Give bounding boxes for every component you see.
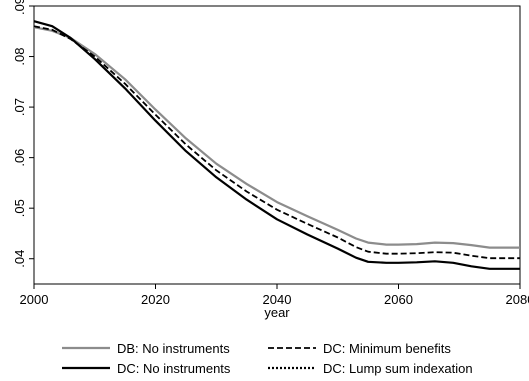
y-axis: .04 .05 .06 .07 .08 .09: [12, 0, 34, 268]
legend-item: DB: No instruments: [62, 341, 230, 356]
series-line: [33, 26, 520, 249]
legend-item: DC: No instruments: [62, 361, 231, 376]
x-tick-label: 2000: [20, 292, 49, 307]
y-tick-label: .05: [12, 199, 27, 217]
legend-label: DC: Minimum benefits: [323, 341, 451, 356]
x-axis-title: year: [264, 305, 290, 320]
y-tick-label: .06: [12, 149, 27, 167]
x-tick-label: 2080: [506, 292, 529, 307]
x-axis: year 2000 2020 2040 2060 2080: [20, 284, 529, 320]
legend-item: DC: Lump sum indexation: [268, 361, 473, 376]
legend-label: DB: No instruments: [117, 341, 230, 356]
legend-item: DC: Minimum benefits: [268, 341, 451, 356]
legend: DB: No instruments DC: Minimum benefits DC…: [62, 341, 473, 376]
x-tick-label: 2040: [263, 292, 292, 307]
x-tick-label: 2060: [384, 292, 413, 307]
y-tick-label: .08: [12, 48, 27, 66]
series-line: [33, 25, 520, 260]
y-tick-label: .04: [12, 250, 27, 268]
legend-label: DC: Lump sum indexation: [323, 361, 473, 376]
y-tick-label: .07: [12, 98, 27, 116]
y-tick-label: .09: [12, 0, 27, 15]
series-group: [33, 20, 520, 270]
x-tick-label: 2020: [141, 292, 170, 307]
series-line: [33, 20, 520, 270]
legend-label: DC: No instruments: [117, 361, 231, 376]
